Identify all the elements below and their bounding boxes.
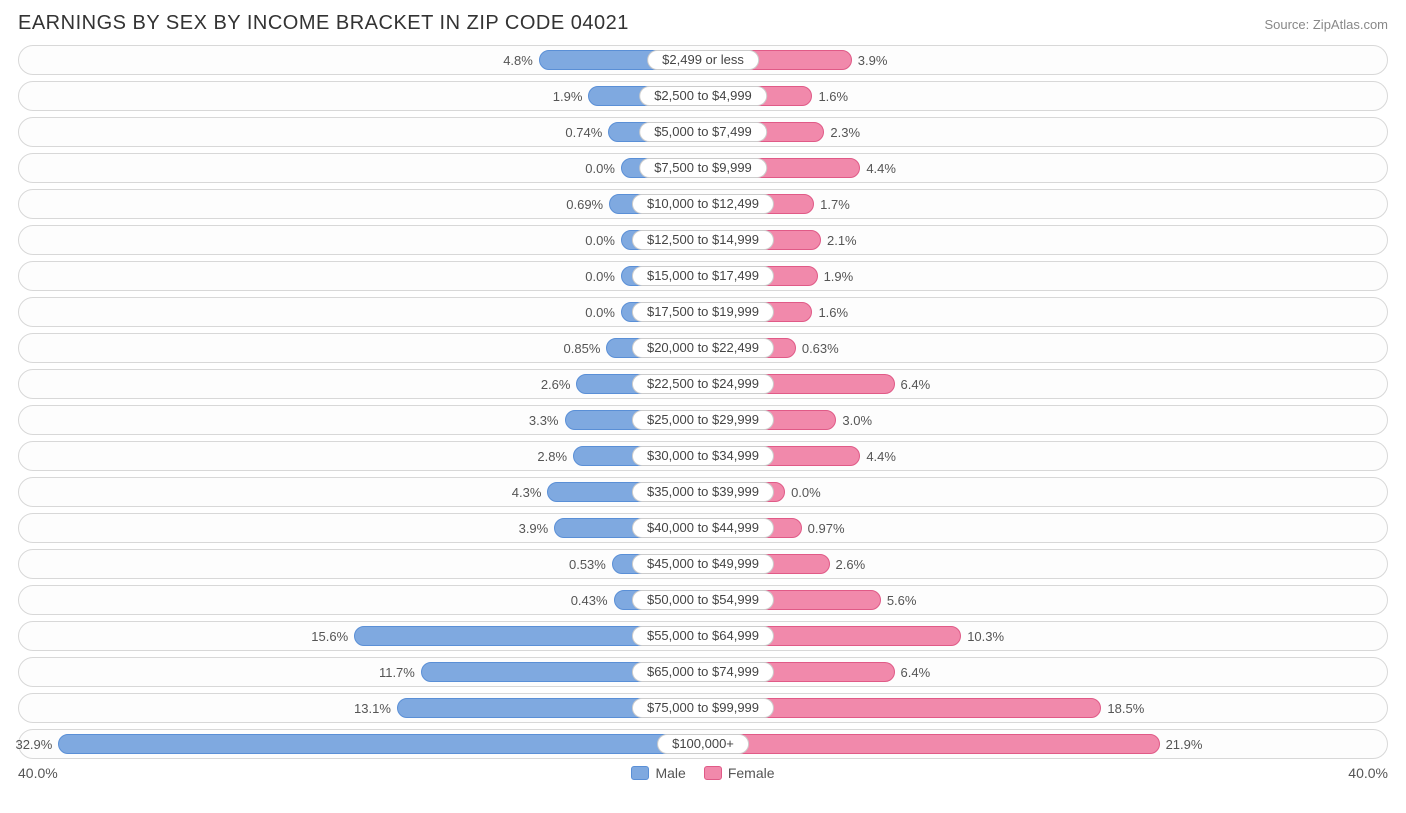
chart-row: $45,000 to $49,999 0.53% 2.6% xyxy=(18,549,1388,579)
male-value: 0.0% xyxy=(585,298,615,328)
male-value: 13.1% xyxy=(354,694,391,724)
chart-row: $75,000 to $99,999 13.1% 18.5% xyxy=(18,693,1388,723)
male-value: 4.8% xyxy=(503,46,533,76)
male-value: 0.0% xyxy=(585,262,615,292)
female-swatch-icon xyxy=(704,766,722,780)
bracket-label: $50,000 to $54,999 xyxy=(632,590,774,610)
legend-female: Female xyxy=(704,765,775,781)
male-bar xyxy=(58,734,703,754)
female-value: 0.97% xyxy=(808,514,845,544)
female-value: 4.4% xyxy=(866,154,896,184)
female-value: 4.4% xyxy=(866,442,896,472)
chart-title: EARNINGS BY SEX BY INCOME BRACKET IN ZIP… xyxy=(18,12,629,35)
female-value: 1.6% xyxy=(818,298,848,328)
female-value: 5.6% xyxy=(887,586,917,616)
chart-row: $40,000 to $44,999 3.9% 0.97% xyxy=(18,513,1388,543)
female-value: 0.0% xyxy=(791,478,821,508)
bracket-label: $25,000 to $29,999 xyxy=(632,410,774,430)
male-value: 2.6% xyxy=(541,370,571,400)
male-value: 11.7% xyxy=(379,658,415,688)
bracket-label: $7,500 to $9,999 xyxy=(639,158,767,178)
legend-female-label: Female xyxy=(728,765,775,781)
axis-left-label: 40.0% xyxy=(18,765,58,781)
legend-male: Male xyxy=(631,765,685,781)
chart-row: $2,500 to $4,999 1.9% 1.6% xyxy=(18,81,1388,111)
bracket-label: $2,499 or less xyxy=(647,50,759,70)
chart-row: $10,000 to $12,499 0.69% 1.7% xyxy=(18,189,1388,219)
female-value: 0.63% xyxy=(802,334,839,364)
chart-row: $100,000+ 32.9% 21.9% xyxy=(18,729,1388,759)
chart-row: $20,000 to $22,499 0.85% 0.63% xyxy=(18,333,1388,363)
female-value: 21.9% xyxy=(1166,730,1203,760)
chart-header: EARNINGS BY SEX BY INCOME BRACKET IN ZIP… xyxy=(18,12,1388,35)
bracket-label: $10,000 to $12,499 xyxy=(632,194,774,214)
chart-row: $30,000 to $34,999 2.8% 4.4% xyxy=(18,441,1388,471)
bracket-label: $30,000 to $34,999 xyxy=(632,446,774,466)
male-value: 2.8% xyxy=(537,442,567,472)
chart-row: $12,500 to $14,999 0.0% 2.1% xyxy=(18,225,1388,255)
female-value: 3.0% xyxy=(842,406,872,436)
female-value: 1.7% xyxy=(820,190,850,220)
male-value: 1.9% xyxy=(553,82,583,112)
bracket-label: $45,000 to $49,999 xyxy=(632,554,774,574)
bracket-label: $40,000 to $44,999 xyxy=(632,518,774,538)
male-value: 0.53% xyxy=(569,550,606,580)
chart-row: $55,000 to $64,999 15.6% 10.3% xyxy=(18,621,1388,651)
chart-row: $7,500 to $9,999 0.0% 4.4% xyxy=(18,153,1388,183)
bracket-label: $100,000+ xyxy=(657,734,749,754)
female-value: 1.9% xyxy=(824,262,854,292)
female-value: 3.9% xyxy=(858,46,888,76)
bracket-label: $75,000 to $99,999 xyxy=(632,698,774,718)
female-value: 2.6% xyxy=(836,550,866,580)
female-value: 1.6% xyxy=(818,82,848,112)
chart-row: $22,500 to $24,999 2.6% 6.4% xyxy=(18,369,1388,399)
chart-row: $2,499 or less 4.8% 3.9% xyxy=(18,45,1388,75)
bracket-label: $17,500 to $19,999 xyxy=(632,302,774,322)
female-value: 6.4% xyxy=(901,658,931,688)
male-value: 0.0% xyxy=(585,154,615,184)
male-value: 32.9% xyxy=(15,730,52,760)
chart-row: $25,000 to $29,999 3.3% 3.0% xyxy=(18,405,1388,435)
axis-right-label: 40.0% xyxy=(1348,765,1388,781)
bracket-label: $55,000 to $64,999 xyxy=(632,626,774,646)
chart-row: $17,500 to $19,999 0.0% 1.6% xyxy=(18,297,1388,327)
bracket-label: $35,000 to $39,999 xyxy=(632,482,774,502)
male-value: 15.6% xyxy=(311,622,348,652)
chart-row: $50,000 to $54,999 0.43% 5.6% xyxy=(18,585,1388,615)
female-bar xyxy=(703,734,1160,754)
bracket-label: $22,500 to $24,999 xyxy=(632,374,774,394)
male-value: 0.74% xyxy=(565,118,602,148)
male-value: 0.43% xyxy=(571,586,608,616)
chart-row: $35,000 to $39,999 4.3% 0.0% xyxy=(18,477,1388,507)
male-swatch-icon xyxy=(631,766,649,780)
male-value: 0.69% xyxy=(566,190,603,220)
female-value: 2.1% xyxy=(827,226,857,256)
bracket-label: $2,500 to $4,999 xyxy=(639,86,767,106)
female-value: 10.3% xyxy=(967,622,1004,652)
male-value: 3.9% xyxy=(519,514,549,544)
chart-footer: 40.0% Male Female 40.0% xyxy=(18,765,1388,781)
diverging-bar-chart: $2,499 or less 4.8% 3.9% $2,500 to $4,999 1.… xyxy=(18,45,1388,759)
female-value: 18.5% xyxy=(1107,694,1144,724)
chart-row: $65,000 to $74,999 11.7% 6.4% xyxy=(18,657,1388,687)
male-value: 0.85% xyxy=(564,334,601,364)
female-value: 2.3% xyxy=(830,118,860,148)
male-value: 0.0% xyxy=(585,226,615,256)
male-value: 3.3% xyxy=(529,406,559,436)
chart-source: Source: ZipAtlas.com xyxy=(1264,17,1388,32)
chart-row: $5,000 to $7,499 0.74% 2.3% xyxy=(18,117,1388,147)
male-value: 4.3% xyxy=(512,478,542,508)
female-value: 6.4% xyxy=(901,370,931,400)
legend-male-label: Male xyxy=(655,765,685,781)
bracket-label: $20,000 to $22,499 xyxy=(632,338,774,358)
chart-row: $15,000 to $17,499 0.0% 1.9% xyxy=(18,261,1388,291)
bracket-label: $12,500 to $14,999 xyxy=(632,230,774,250)
bracket-label: $15,000 to $17,499 xyxy=(632,266,774,286)
legend: Male Female xyxy=(631,765,774,781)
bracket-label: $5,000 to $7,499 xyxy=(639,122,767,142)
bracket-label: $65,000 to $74,999 xyxy=(632,662,774,682)
